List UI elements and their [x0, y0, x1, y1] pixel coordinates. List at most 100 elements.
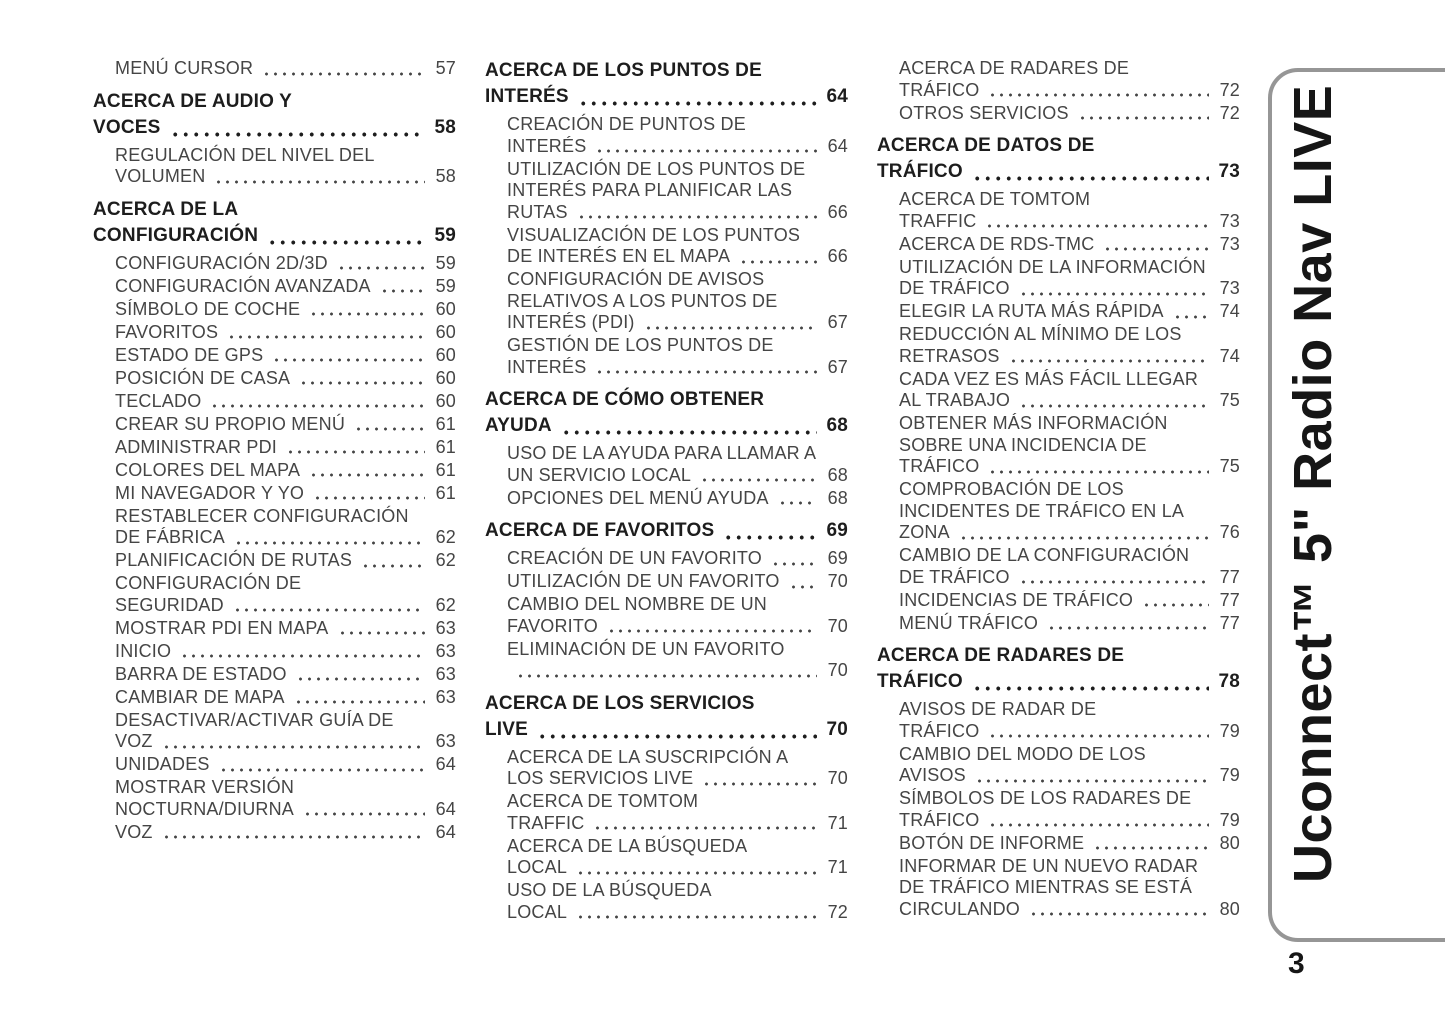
toc-entry-page: 70	[826, 718, 848, 740]
toc-entry-page: 62	[435, 594, 456, 615]
toc-entry-sub: SÍMBOLOS DE LOS RADARES DE TRÁFICO 79	[877, 788, 1240, 831]
toc-entry-line: COMPROBACIÓN DE LOS	[899, 479, 1124, 499]
toc-entry-lastline: INTERÉS 64	[507, 136, 848, 158]
toc-entry-lastline: POSICIÓN DE CASA 60	[115, 368, 456, 390]
dot-leader	[309, 473, 425, 477]
toc-entry-page: 64	[827, 135, 848, 156]
toc-entry-lastline: LOCAL 72	[507, 902, 848, 924]
toc-entry-label: NOCTURNA/DIURNA	[115, 798, 295, 819]
toc-entry-page: 69	[827, 548, 848, 568]
dot-leader	[303, 812, 425, 816]
toc-entry-sub: CREACIÓN DE PUNTOS DE INTERÉS 64	[485, 114, 848, 157]
toc-entry-label: ELEGIR LA RUTA MÁS RÁPIDA	[899, 301, 1164, 321]
dot-leader	[958, 535, 1209, 540]
toc-entry-sub: MOSTRAR PDI EN MAPA 63	[93, 618, 456, 640]
dot-leader	[1047, 626, 1209, 630]
dot-leader	[214, 179, 425, 184]
toc-entry-sub: CAMBIO DE LA CONFIGURACIÓN DE TRÁFICO 77	[877, 545, 1240, 588]
toc-entry-label: LOCAL	[507, 857, 568, 877]
toc-entry-heading: ACERCA DE LA CONFIGURACIÓN 59	[93, 197, 456, 249]
toc-entry-line: CAMBIO DEL NOMBRE DE UN	[507, 594, 767, 614]
toc-entry-lastline: CREAR SU PROPIO MENÚ 61	[115, 414, 456, 436]
toc-entry-page: 79	[1219, 765, 1240, 785]
toc-entry-line: INFORMAR DE UN NUEVO RADAR	[899, 855, 1199, 876]
toc-entry-sub: MOSTRAR VERSIÓN NOCTURNA/DIURNA 64	[93, 777, 456, 820]
toc-entry-page: 71	[827, 857, 848, 877]
toc-entry-page: 70	[827, 571, 848, 591]
toc-entry-sub: POSICIÓN DE CASA 60	[93, 368, 456, 390]
toc-entry-line: UTILIZACIÓN DE LOS PUNTOS DE	[507, 158, 806, 179]
toc-entry-heading: ACERCA DE DATOS DE TRÁFICO 73	[877, 133, 1240, 185]
toc-entry-label: ACERCA DE FAVORITOS	[485, 520, 715, 541]
toc-entry-lastline: AYUDA 68	[485, 413, 848, 439]
dot-leader	[1093, 846, 1209, 850]
toc-entry-lastline: COLORES DEL MAPA 61	[115, 460, 456, 482]
toc-entry-page: 69	[826, 520, 848, 541]
toc-entry-lastline: ADMINISTRAR PDI 61	[115, 437, 456, 459]
toc-entry-sub: ADMINISTRAR PDI 61	[93, 437, 456, 459]
toc-entry-sub: ESTADO DE GPS 60	[93, 345, 456, 367]
toc-entry-label: CREAR SU PROPIO MENÚ	[115, 413, 346, 434]
toc-entry-label: SÍMBOLO DE COCHE	[115, 298, 301, 319]
toc-entry-line: ACERCA DE LOS PUNTOS DE	[485, 60, 762, 81]
toc-column: ACERCA DE LOS PUNTOS DE INTERÉS 64 CREACIÓN…	[485, 58, 848, 925]
toc-entry-sub: REDUCCIÓN AL MÍNIMO DE LOS RETRASOS 74	[877, 324, 1240, 367]
dot-leader	[234, 540, 425, 545]
toc-entry-sub: ACERCA DE LA BÚSQUEDA LOCAL 71	[485, 836, 848, 879]
toc-entry-lastline: UN SERVICIO LOCAL 68	[507, 465, 848, 487]
toc-entry-line: ACERCA DE LA	[93, 198, 239, 220]
dot-leader	[988, 823, 1209, 827]
toc-entry-lastline: OPCIONES DEL MENÚ AYUDA 68	[507, 488, 848, 510]
toc-entry-page: 61	[435, 482, 456, 503]
dot-leader	[354, 427, 425, 431]
toc-entry-page: 73	[1218, 161, 1240, 182]
toc-entry-lastline: BOTÓN DE INFORME 80	[899, 833, 1240, 855]
toc-entry-page: 74	[1219, 345, 1240, 366]
toc-entry-sub: UTILIZACIÓN DE UN FAVORITO 70	[485, 571, 848, 593]
toc-entry-lastline: CAMBIAR DE MAPA 63	[115, 687, 456, 709]
toc-entry-lastline: DE FÁBRICA 62	[115, 527, 456, 549]
toc-entry-lastline: ACERCA DE FAVORITOS 69	[485, 518, 848, 544]
toc-entry-lastline: TRÁFICO 72	[899, 80, 1240, 102]
toc-entry-line: UTILIZACIÓN DE LA INFORMACIÓN	[899, 256, 1206, 277]
toc-entry-label: INCIDENCIAS DE TRÁFICO	[899, 589, 1134, 610]
toc-entry-lastline: VOZ 63	[115, 731, 456, 753]
toc-entry-lastline: SÍMBOLO DE COCHE 60	[115, 299, 456, 321]
dot-leader	[595, 370, 817, 374]
toc-entry-heading: ACERCA DE LOS SERVICIOS LIVE 70	[485, 691, 848, 743]
toc-entry-lastline: TRAFFIC 73	[899, 211, 1240, 233]
toc-entry-label: LIVE	[485, 718, 529, 740]
toc-entry-line: SOBRE UNA INCIDENCIA DE	[899, 434, 1147, 455]
toc-entry-lastline: INCIDENCIAS DE TRÁFICO 77	[899, 590, 1240, 612]
toc-entry-label: TRÁFICO	[899, 809, 980, 830]
toc-entry-page: 70	[827, 768, 848, 788]
toc-entry-line: GESTIÓN DE LOS PUNTOS DE	[507, 335, 774, 355]
toc-entry-label: MOSTRAR PDI EN MAPA	[115, 617, 329, 638]
toc-entry-label: DE TRÁFICO	[899, 278, 1010, 298]
dot-leader	[777, 501, 817, 505]
toc-entry-line: DE TRÁFICO MIENTRAS SE ESTÁ	[899, 877, 1193, 897]
dot-leader	[286, 450, 425, 454]
toc-entry-heading: ACERCA DE LOS PUNTOS DE INTERÉS 64	[485, 58, 848, 110]
toc-entry-line: REGULACIÓN DEL NIVEL DEL	[115, 144, 375, 165]
dot-leader	[643, 325, 817, 330]
toc-columns: MENÚ CURSOR 57 ACERCA DE AUDIO Y VOCES 58 REG…	[93, 58, 1240, 925]
dot-leader	[595, 149, 817, 153]
dot-leader	[1018, 580, 1209, 584]
dot-leader	[593, 826, 817, 830]
toc-entry-line: AVISOS DE RADAR DE	[899, 699, 1097, 719]
toc-entry-sub: COMPROBACIÓN DE LOS INCIDENTES DE TRÁFICO…	[877, 479, 1240, 544]
toc-entry-line: MOSTRAR VERSIÓN	[115, 777, 295, 797]
toc-entry-page: 79	[1219, 720, 1240, 741]
toc-entry-lastline: TRÁFICO 79	[899, 810, 1240, 832]
toc-entry-lastline: DE TRÁFICO 77	[899, 567, 1240, 589]
dot-leader	[723, 535, 817, 540]
side-tab-title: Uconnect™ 5" Radio Nav LIVE	[1283, 84, 1343, 883]
toc-entry-page: 63	[435, 731, 456, 751]
toc-entry-page: 77	[1219, 566, 1240, 587]
toc-entry-heading: ACERCA DE AUDIO Y VOCES 58	[93, 89, 456, 141]
toc-entry-sub: AVISOS DE RADAR DE TRÁFICO 79	[877, 699, 1240, 742]
toc-entry-label: INTERÉS	[507, 135, 587, 156]
toc-entry-lastline: MI NAVEGADOR Y YO 61	[115, 483, 456, 505]
toc-entry-sub: BARRA DE ESTADO 63	[93, 664, 456, 686]
